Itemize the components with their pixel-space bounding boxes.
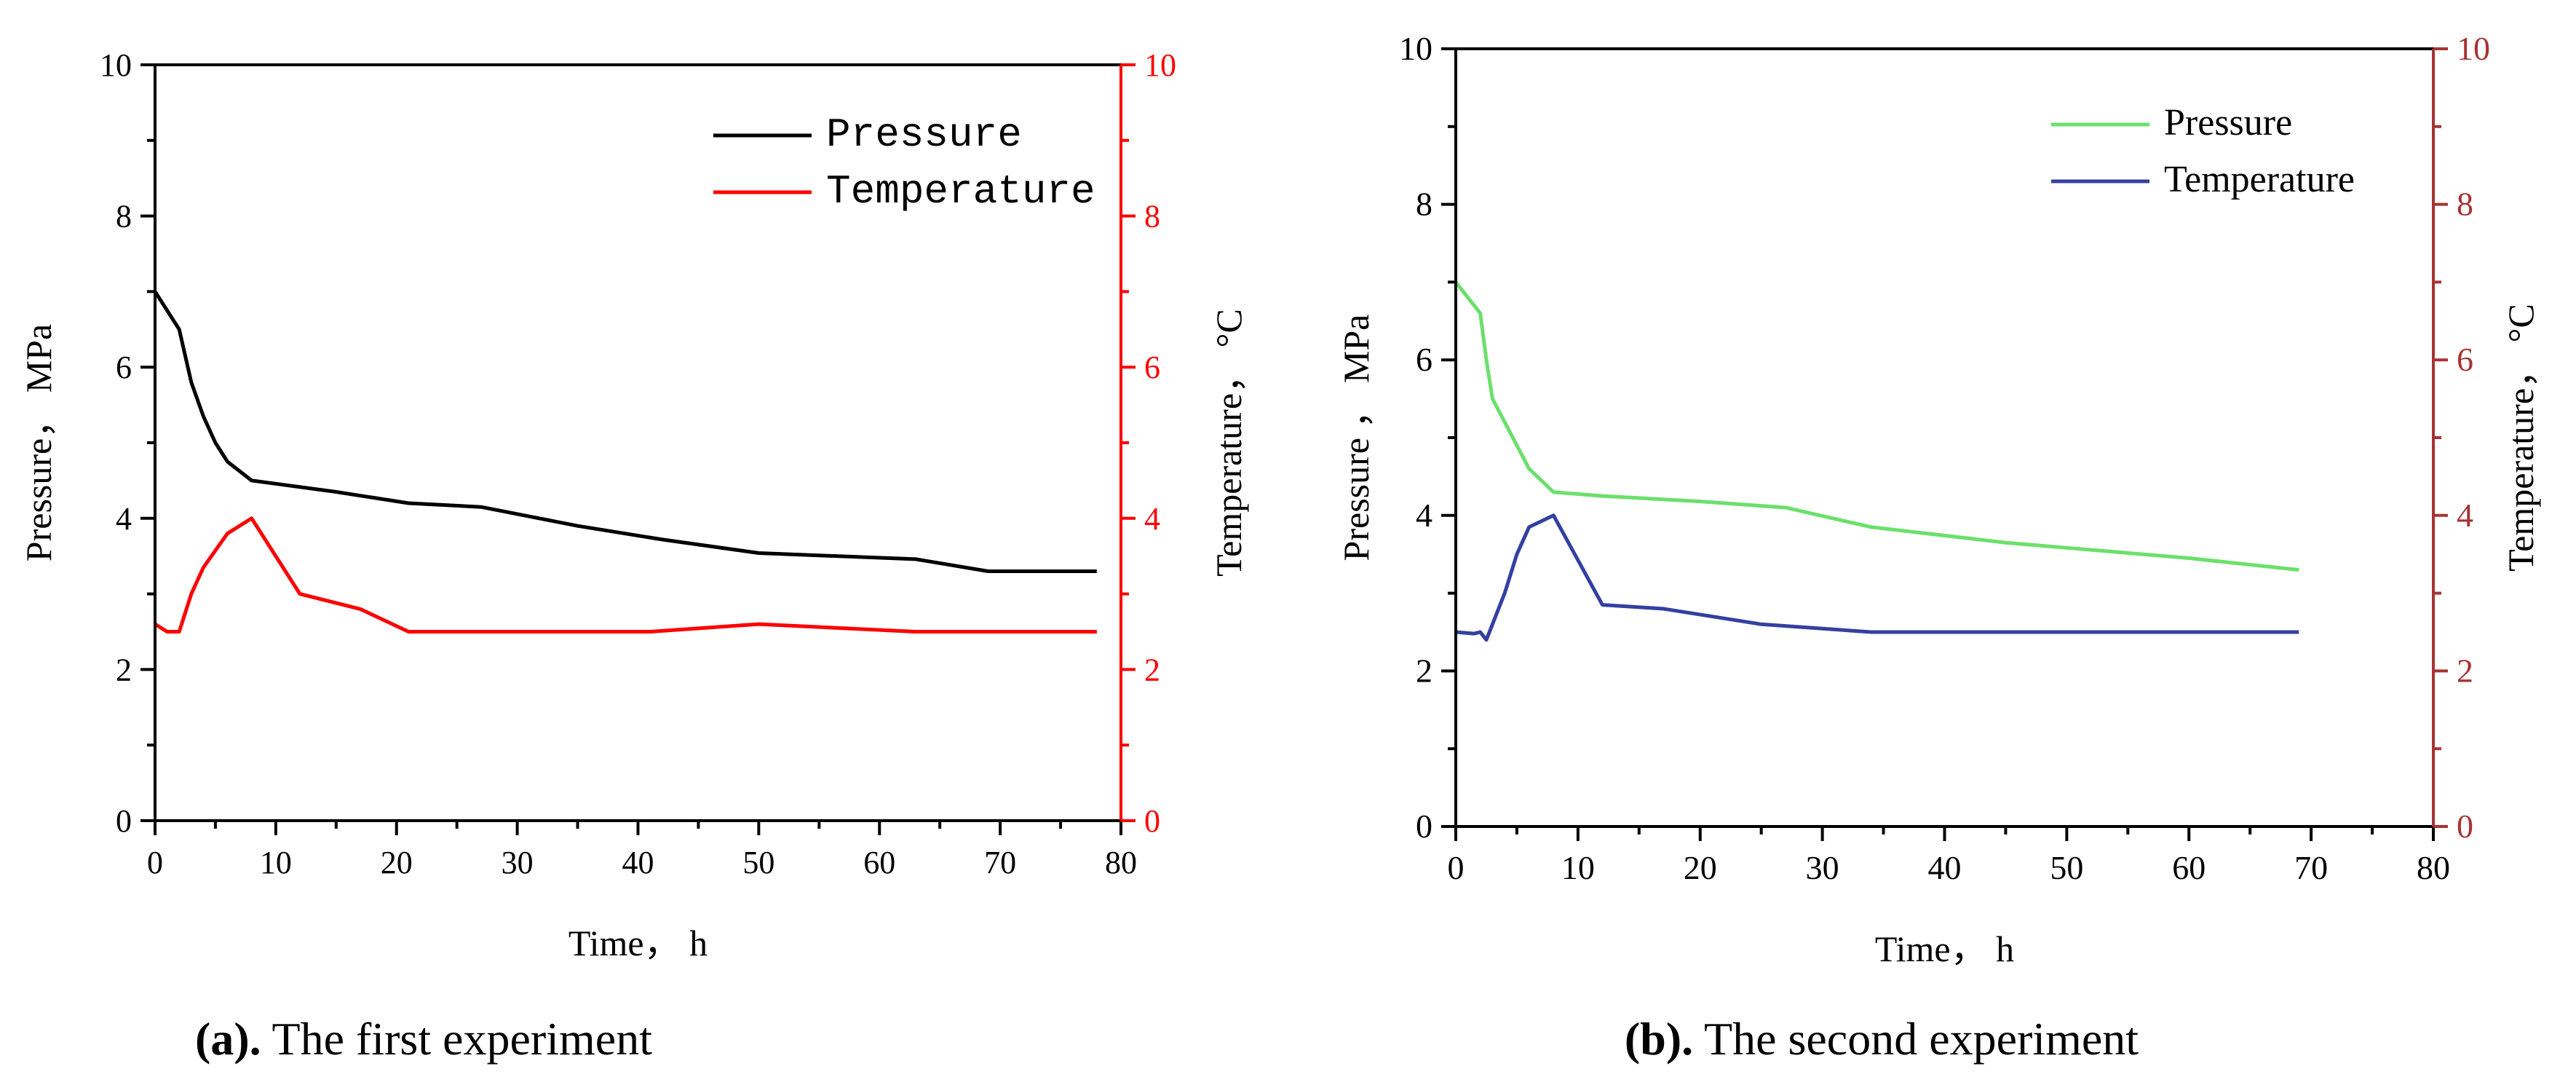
y2-axis-label: Temperature， °C xyxy=(2500,304,2541,572)
y2-axis-label: Temperature， °C xyxy=(1208,309,1249,577)
y2-tick-label: 8 xyxy=(1144,199,1160,234)
y-tick-label: 6 xyxy=(1416,341,1432,378)
y2-tick-label: 10 xyxy=(1144,47,1176,83)
x-tick-label: 30 xyxy=(1806,849,1839,886)
legend-label-pressure: Pressure xyxy=(2164,102,2292,143)
y2-tick-label: 6 xyxy=(1144,350,1160,385)
caption-a: (a). The first experiment xyxy=(195,1013,652,1065)
y2-tick-label: 10 xyxy=(2457,30,2490,67)
x-tick-label: 0 xyxy=(1448,849,1465,886)
y2-tick-label: 2 xyxy=(2457,652,2473,689)
x-tick-label: 40 xyxy=(1928,849,1962,886)
caption-a-label: (a). xyxy=(195,1013,261,1065)
y-tick-label: 8 xyxy=(116,199,132,234)
y-tick-label: 4 xyxy=(116,501,132,537)
y2-tick-label: 2 xyxy=(1144,652,1160,687)
x-tick-label: 0 xyxy=(147,845,163,880)
legend-label-temperature: Temperature xyxy=(826,168,1095,215)
y2-tick-label: 0 xyxy=(2457,808,2473,845)
x-tick-label: 50 xyxy=(2050,849,2083,886)
x-tick-label: 20 xyxy=(1684,849,1717,886)
x-tick-label: 80 xyxy=(1105,845,1137,880)
y2-tick-label: 8 xyxy=(2457,186,2473,223)
y-tick-label: 0 xyxy=(1416,808,1432,845)
x-tick-label: 60 xyxy=(863,845,895,880)
y-tick-label: 6 xyxy=(116,350,132,385)
x-tick-label: 20 xyxy=(381,845,413,880)
y2-tick-label: 4 xyxy=(2457,497,2473,534)
y2-tick-label: 4 xyxy=(1144,501,1160,537)
caption-b: (b). The second experiment xyxy=(1625,1013,2139,1065)
x-tick-label: 70 xyxy=(984,845,1016,880)
x-tick-label: 40 xyxy=(622,845,654,880)
y-tick-label: 0 xyxy=(116,803,132,839)
y-tick-label: 8 xyxy=(1416,186,1432,223)
x-axis-label: Time， h xyxy=(568,923,708,963)
y2-tick-label: 0 xyxy=(1144,803,1160,839)
y-tick-label: 2 xyxy=(1416,652,1432,689)
x-tick-label: 30 xyxy=(502,845,534,880)
y-tick-label: 4 xyxy=(1416,497,1432,534)
y-tick-label: 2 xyxy=(116,652,132,687)
series-line-temperature xyxy=(154,516,1097,634)
series-line-pressure xyxy=(1454,280,2299,572)
caption-b-text: The second experiment xyxy=(1693,1013,2139,1065)
legend-label-pressure: Pressure xyxy=(826,111,1022,158)
y2-tick-label: 6 xyxy=(2457,341,2473,378)
y-tick-label: 10 xyxy=(100,47,132,83)
y-axis-label: Pressure ， MPa xyxy=(1336,315,1376,561)
series-line-pressure xyxy=(153,291,1097,573)
caption-b-label: (b). xyxy=(1625,1013,1693,1065)
x-tick-label: 80 xyxy=(2417,849,2450,886)
x-tick-label: 70 xyxy=(2294,849,2328,886)
x-axis-label: Time， h xyxy=(1875,928,2014,969)
caption-a-text: The first experiment xyxy=(261,1013,653,1065)
series-line-temperature xyxy=(1455,513,2299,642)
x-tick-label: 10 xyxy=(260,845,292,880)
y-axis-label: Pressure， MPa xyxy=(18,324,59,561)
x-tick-label: 10 xyxy=(1561,849,1595,886)
x-tick-label: 60 xyxy=(2172,849,2206,886)
legend-label-temperature: Temperature xyxy=(2164,159,2355,200)
x-tick-label: 50 xyxy=(742,845,774,880)
y-tick-label: 10 xyxy=(1399,30,1432,67)
